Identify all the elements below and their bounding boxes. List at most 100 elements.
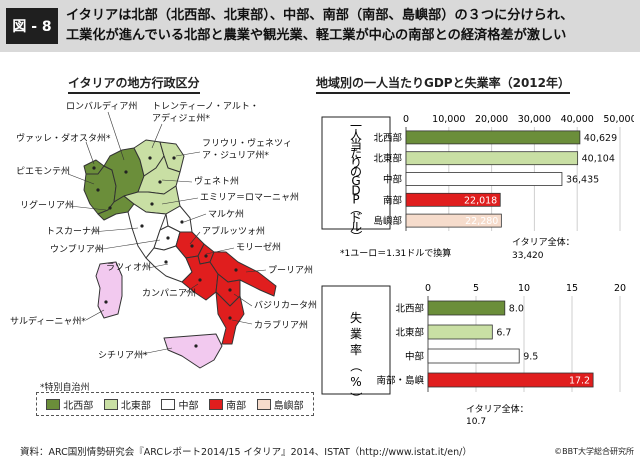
category-label: 中部 [405, 351, 424, 363]
tick-label: 0 [425, 283, 431, 294]
label-friuli-2: ア・ジュリア州* [202, 150, 269, 161]
ylabel-glyph: り [350, 156, 362, 170]
data-label: 9.5 [523, 352, 538, 363]
tick-label: 0 [403, 114, 409, 125]
category-label: 南部・島嶼 [376, 375, 424, 387]
ylabel-glyph: 率 [350, 342, 362, 357]
bar [405, 172, 563, 186]
gdp-reference-label: イタリア全体： [512, 236, 575, 248]
ylabel-glyph: P [352, 193, 359, 207]
label-calabria: カラブリア州 [254, 319, 308, 331]
legend-item-northeast: 北東部 [103, 397, 151, 412]
bar [405, 151, 579, 166]
category-label: 北西部 [373, 132, 402, 144]
label-veneto: ヴェネト州 [194, 175, 239, 187]
legend-label: 北東部 [120, 400, 151, 412]
legend-label: 島嶼部 [273, 400, 304, 412]
figure-label: 図 - 8 [6, 8, 58, 44]
ylabel-glyph: た [350, 147, 362, 161]
label-marche: マルケ州 [208, 209, 244, 220]
legend-item-islands: 島嶼部 [256, 397, 304, 412]
tick-label: 5 [473, 283, 479, 294]
bar [405, 213, 502, 228]
bar [405, 192, 501, 207]
tick-label: 10 [518, 283, 530, 294]
label-molise: モリーゼ州 [236, 241, 281, 253]
data-label: 40,629 [584, 133, 617, 144]
tick-label: 40,000 [561, 114, 594, 125]
label-lazio: ラツィオ州 [106, 262, 151, 273]
label-toscana: トスカーナ州 [46, 226, 100, 237]
category-label: 北東部 [373, 153, 402, 165]
gdp-ylabel: 一人当たりの G D P ドル [350, 119, 362, 234]
data-label: 17.2 [569, 376, 590, 387]
region-sardegna [95, 261, 123, 319]
label-sardegna: サルディーニャ州* [10, 315, 86, 327]
label-umbria: ウンブリア州 [50, 243, 104, 255]
tick-label: 15 [566, 283, 578, 294]
bar [427, 324, 493, 340]
label-trentino-1: トレンティーノ・アルト・ [152, 101, 259, 112]
map-legend: 北西部 北東部 中部 南部 島嶼部 [36, 392, 314, 416]
legend-item-south: 南部 [209, 397, 246, 412]
gdp-chart: 一人当たりの G D P ドル 0 10,000 20,000 30,000 40,000 50,… [321, 114, 634, 261]
data-label: 36,435 [566, 175, 599, 186]
bar [427, 300, 506, 316]
map-title: イタリアの地方行政区分 [68, 74, 200, 94]
gdp-note: *1ユーロ＝1.31ドルで換算 [340, 247, 451, 259]
data-label: 22,018 [464, 195, 497, 206]
ylabel-glyph: % [350, 375, 361, 389]
label-campania: カンパニア州 [142, 288, 196, 299]
legend-label: 中部 [178, 400, 199, 412]
unemployment-chart: 失業率% 0 5 10 15 20 北西部 8.0 北東部 6.7 中部 9.5 南部・島嶼 17.2… [321, 283, 626, 427]
label-emilia: エミリア＝ロマーニャ州 [200, 192, 299, 203]
legend-swatch [161, 398, 176, 410]
category-label: 北東部 [395, 327, 424, 339]
bar [405, 130, 581, 145]
legend-item-northwest: 北西部 [46, 397, 93, 412]
unemp-reference-label: イタリア全体： [466, 403, 529, 415]
gdp-reference-value: 33,420 [512, 251, 544, 261]
ylabel-glyph: 失 [350, 310, 362, 325]
gdp-unemployment-charts: 一人当たりの G D P ドル 0 10,000 20,000 30,000 40,000 50,… [321, 114, 634, 427]
chart-title: 地域別の一人当たりGDPと失業率（2012年） [316, 74, 571, 94]
ylabel-glyph: （ [349, 203, 363, 215]
ylabel-glyph: ル [350, 220, 362, 234]
gdp-ylabel-box [321, 116, 391, 230]
legend-swatch [256, 398, 271, 410]
category-label: 南部 [383, 194, 402, 206]
data-label: 6.7 [496, 328, 511, 339]
ylabel-glyph: 一 [350, 119, 362, 133]
label-sicilia: シチリア州* [98, 350, 148, 361]
special-region-note: *特別自治州 [40, 383, 90, 393]
label-valle: ヴァッレ・ダオスタ州* [16, 132, 111, 144]
label-liguria: リグーリア州 [20, 199, 74, 211]
tick-label: 20 [614, 283, 626, 294]
italy-map: ロンバルディア州 トレンティーノ・アルト・ アディジェ州* ヴァッレ・ダオスタ州… [10, 100, 317, 369]
title-line-1: イタリアは北部（北西部、北東部）、中部、南部（南部、島嶼部）の３つに分けられ、 [66, 8, 574, 23]
title-line-2: 工業化が進んでいる北部と農業や観光業、軽工業が中心の南部との経済格差が激しい [66, 28, 567, 43]
tick-label: 10,000 [432, 114, 465, 125]
label-puglia: プーリア州 [268, 265, 313, 276]
legend-swatch [103, 398, 118, 410]
category-label: 中部 [383, 174, 402, 186]
data-label: 8.0 [509, 304, 524, 315]
legend-swatch [46, 398, 61, 410]
legend-label: 南部 [226, 400, 247, 412]
ylabel-glyph: ） [349, 392, 363, 404]
ylabel-glyph: 業 [350, 327, 362, 341]
region-sicilia [163, 333, 223, 369]
header-bar: 図 - 8 イタリアは北部（北西部、北東部）、中部、南部（南部、島嶼部）の３つに… [0, 0, 640, 52]
label-lombardia: ロンバルディア州 [66, 100, 137, 112]
legend-item-central: 中部 [161, 397, 198, 412]
data-label: 22,280 [465, 216, 498, 227]
unemp-reference-value: 10.7 [466, 417, 486, 427]
category-label: 北西部 [395, 303, 424, 315]
tick-label: 50,000 [603, 114, 634, 125]
copyright: ©BBT大学総合研究所 [554, 447, 634, 456]
category-label: 島嶼部 [373, 215, 402, 227]
source-note: 資料：ARC国別情勢研究会『ARCレポート2014/15 イタリア』2014、I… [20, 447, 472, 458]
label-piemonte: ピエモンテ州 [16, 166, 70, 177]
label-basilicata: バジリカータ州 [254, 300, 317, 311]
legend-swatch [209, 398, 224, 410]
